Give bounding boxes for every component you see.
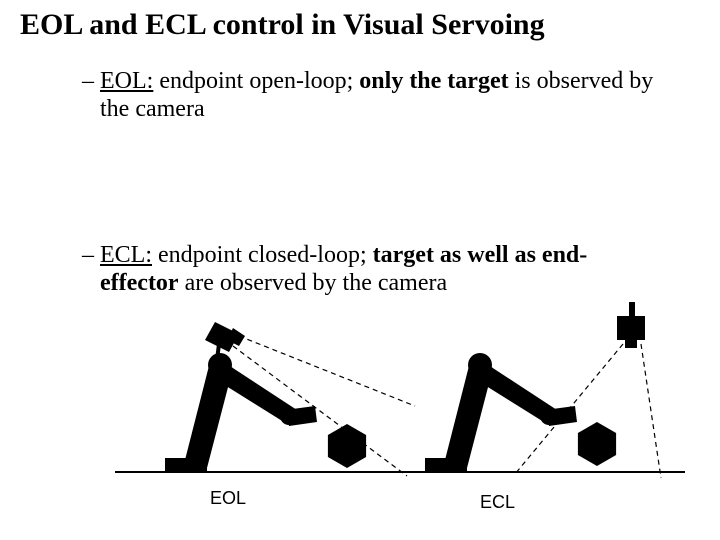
figure-ecl-label: ECL — [480, 492, 515, 513]
spacer — [20, 147, 700, 217]
ecl-term: ECL: — [100, 242, 152, 268]
figure-eol — [115, 302, 425, 502]
slide-title: EOL and ECL control in Visual Servoing — [20, 8, 700, 43]
eol-term: EOL: — [100, 68, 153, 94]
ecl-text1: endpoint closed-loop; — [152, 242, 373, 268]
eol-text1: endpoint open-loop; — [153, 68, 359, 94]
slide: EOL and ECL control in Visual Servoing –… — [0, 0, 720, 540]
ecl-text2: are observed by the camera — [179, 270, 448, 296]
bullet-dash: – — [82, 68, 100, 94]
figure-ecl — [385, 302, 685, 502]
eol-bold: only the target — [359, 68, 508, 94]
figure-eol-label: EOL — [210, 488, 246, 509]
bullet-dash: – — [82, 242, 100, 268]
bullet-ecl: – ECL: endpoint closed-loop; target as w… — [82, 241, 660, 298]
bullet-eol: – EOL: endpoint open-loop; only the targ… — [82, 67, 660, 124]
figures-area: EOL ECL — [0, 302, 720, 522]
